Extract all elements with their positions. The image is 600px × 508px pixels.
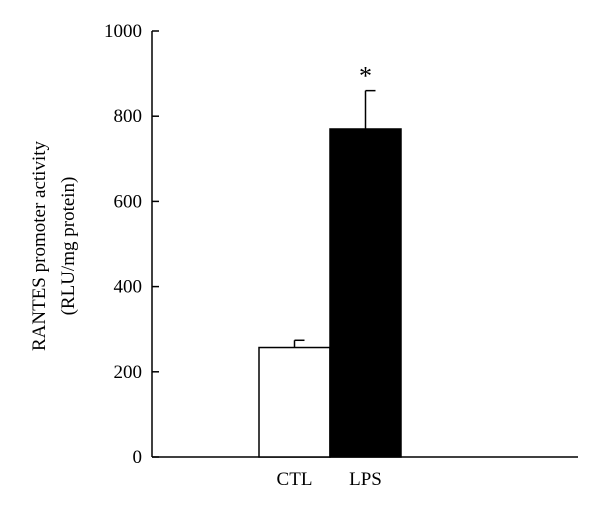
y-tick-label: 800 (114, 106, 143, 127)
x-tick-label-lps: LPS (349, 469, 382, 490)
y-tick-label: 1000 (104, 21, 142, 42)
y-tick-label: 200 (114, 362, 143, 383)
y-tick-label: 600 (114, 191, 143, 212)
y-axis-title-line2: (RLU/mg protein) (58, 177, 79, 316)
x-tick-label-ctl: CTL (277, 469, 313, 490)
bar-ctl (258, 346, 331, 458)
bar-lps (329, 128, 402, 458)
y-tick-label: 400 (114, 277, 143, 298)
y-axis-title-line1: RANTES promoter activity (29, 140, 50, 351)
y-tick-label: 0 (133, 447, 143, 468)
labels: 0 200 400 600 800 1000 CTL LPS * (104, 21, 382, 490)
bars (258, 89, 402, 458)
significance-marker: * (359, 62, 372, 91)
